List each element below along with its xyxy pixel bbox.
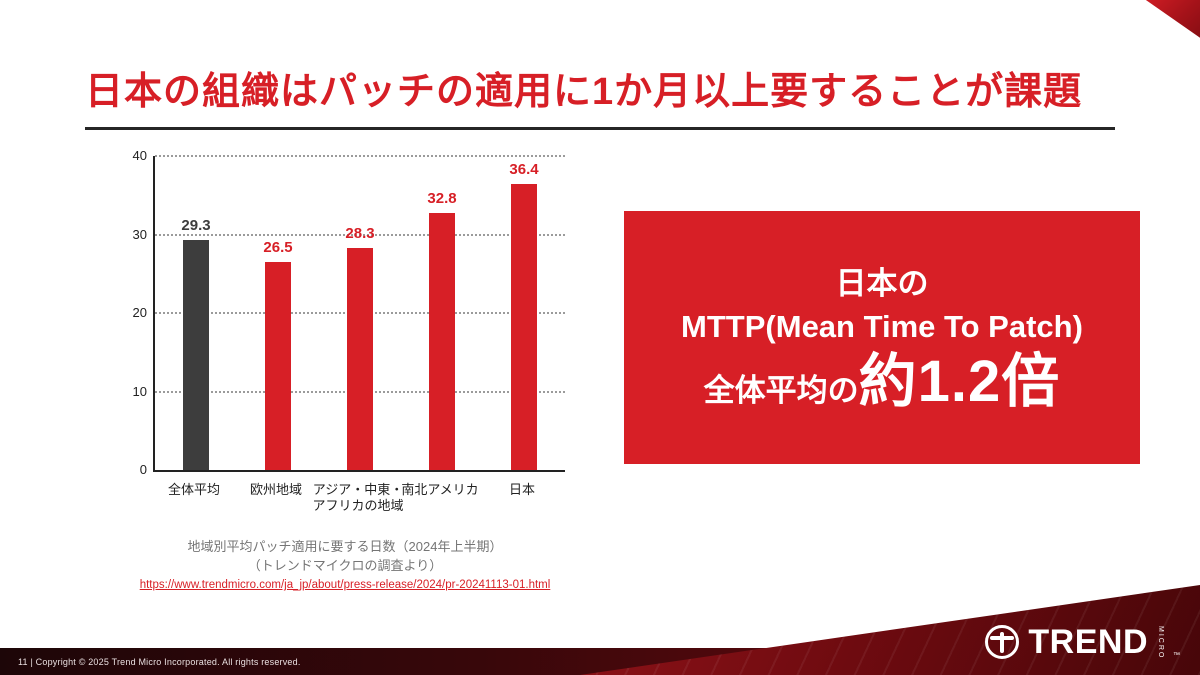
highlight-box: 日本の MTTP(Mean Time To Patch) 全体平均の 約1.2倍 [624,211,1140,464]
trend-micro-logo: TREND MICRO ™ [985,625,1180,659]
chart-section: 0 10 20 30 40 29.3 26.5 28.3 32.8 36.4 全体平均 欧州地域ア… [105,146,585,616]
x-tick-label: アジア・中東・ アフリカの地域 [312,482,404,514]
trend-micro-tball-icon [985,625,1020,659]
bar-value-label: 29.3 [181,217,211,234]
bar-chart: 0 10 20 30 40 29.3 26.5 28.3 32.8 36.4 全体平均 欧州地域ア… [105,146,585,518]
bar [265,261,291,470]
title-divider [85,127,1115,130]
y-tick-label: 40 [132,148,147,163]
copyright-text: 11 | Copyright © 2025 Trend Micro Incorp… [18,657,301,667]
logo-sub-text: MICRO [1157,626,1164,660]
x-tick-label: 欧州地域 [249,482,303,497]
logo-trademark: ™ [1173,652,1180,659]
x-tick-label: 日本 [508,482,536,497]
highlight-line2: MTTP(Mean Time To Patch) [681,309,1083,345]
x-tick-label: 南北アメリカ [401,482,479,497]
highlight-line3-big: 約1.2倍 [858,349,1061,415]
bar-value-label: 28.3 [345,224,375,242]
highlight-line3: 全体平均の 約1.2倍 [704,352,1061,413]
y-tick-label: 20 [132,305,147,320]
x-tick-label: 全体平均 [167,482,221,497]
corner-accent-decoration [1145,0,1200,38]
slide-title: 日本の組織はパッチの適用に1か月以上要することが課題 [85,71,1083,113]
y-tick-label: 10 [132,383,147,399]
bar [511,184,537,470]
source-link[interactable]: https://www.trendmicro.com/ja_jp/about/p… [139,579,551,591]
bar [429,212,455,470]
x-axis-labels: 全体平均 欧州地域 アジア・中東・ アフリカの地域 南北アメリカ 日本 [153,478,565,518]
chart-caption-line2: （トレンドマイクロの調査より） [247,558,443,573]
highlight-line3-prefix: 全体平均の [703,373,859,409]
y-tick-label: 30 [132,226,147,242]
chart-caption-line1: 地域別平均パッチ適用に要する日数（2024年上半期） [187,539,503,554]
gridline [155,233,565,236]
y-axis-labels: 0 10 20 30 40 [105,148,147,477]
gridline [155,155,565,157]
logo-brand-text: TREND [1028,623,1148,661]
y-tick-label: 0 [139,462,147,477]
bar-value-label: 36.4 [509,161,539,179]
bar [183,240,209,470]
bar-value-label: 32.8 [427,189,457,207]
highlight-line1: 日本の [835,265,929,301]
plot-area: 29.3 26.5 28.3 32.8 36.4 [153,155,565,472]
bar [347,247,373,470]
bar-value-label: 26.5 [263,238,293,256]
